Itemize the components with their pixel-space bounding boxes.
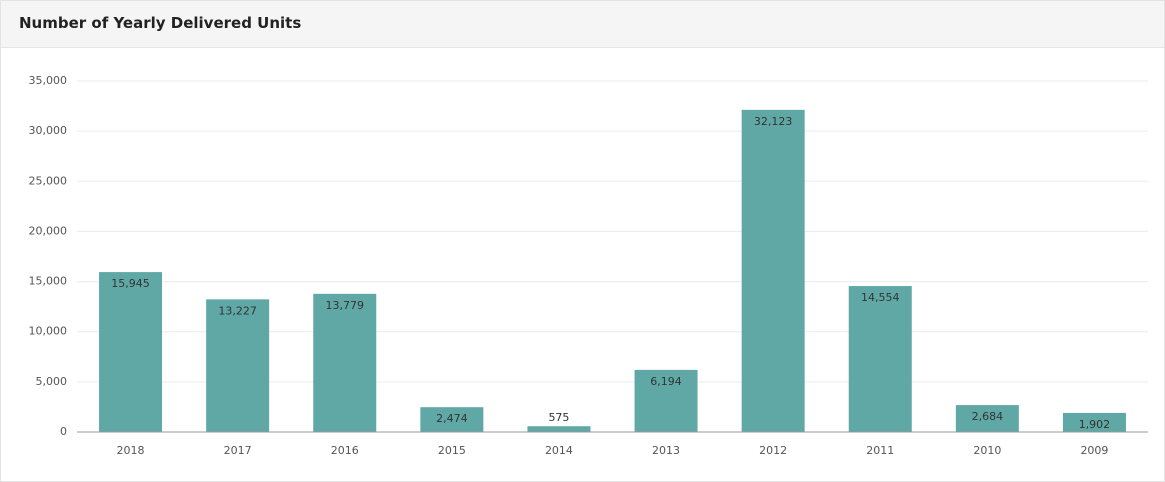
y-tick-label: 15,000 [29, 275, 68, 288]
y-tick-label: 5,000 [36, 375, 68, 388]
bar [206, 299, 270, 432]
y-tick-label: 30,000 [29, 124, 68, 137]
x-tick-label: 2014 [545, 444, 573, 457]
data-label: 575 [548, 411, 569, 424]
chart-title: Number of Yearly Delivered Units [19, 14, 302, 32]
y-tick-label: 25,000 [29, 174, 68, 187]
x-tick-label: 2017 [224, 444, 252, 457]
data-label: 2,474 [436, 412, 468, 425]
bar [99, 272, 163, 432]
data-label: 14,554 [861, 291, 900, 304]
bar [420, 407, 484, 432]
bar [1062, 412, 1126, 432]
x-tick-label: 2018 [117, 444, 145, 457]
data-label: 15,945 [111, 277, 150, 290]
y-tick-label: 10,000 [29, 325, 68, 338]
y-tick-label: 20,000 [29, 224, 68, 237]
x-tick-label: 2009 [1080, 444, 1108, 457]
x-tick-label: 2010 [973, 444, 1001, 457]
x-tick-label: 2015 [438, 444, 466, 457]
y-tick-label: 0 [60, 425, 67, 438]
bar [848, 286, 912, 432]
x-tick-label: 2012 [759, 444, 787, 457]
x-tick-label: 2016 [331, 444, 359, 457]
y-tick-label: 35,000 [29, 74, 68, 87]
bar [955, 405, 1019, 432]
bar [313, 293, 377, 432]
bar [634, 369, 698, 432]
data-label: 2,684 [972, 410, 1004, 423]
data-label: 13,779 [326, 299, 365, 312]
x-tick-label: 2011 [866, 444, 894, 457]
data-label: 32,123 [754, 115, 793, 128]
x-tick-label: 2013 [652, 444, 680, 457]
bar [527, 426, 591, 432]
card-header [1, 1, 1164, 48]
bar [741, 109, 805, 432]
data-label: 13,227 [218, 304, 257, 317]
data-label: 6,194 [650, 375, 682, 388]
data-label: 1,902 [1079, 418, 1111, 431]
